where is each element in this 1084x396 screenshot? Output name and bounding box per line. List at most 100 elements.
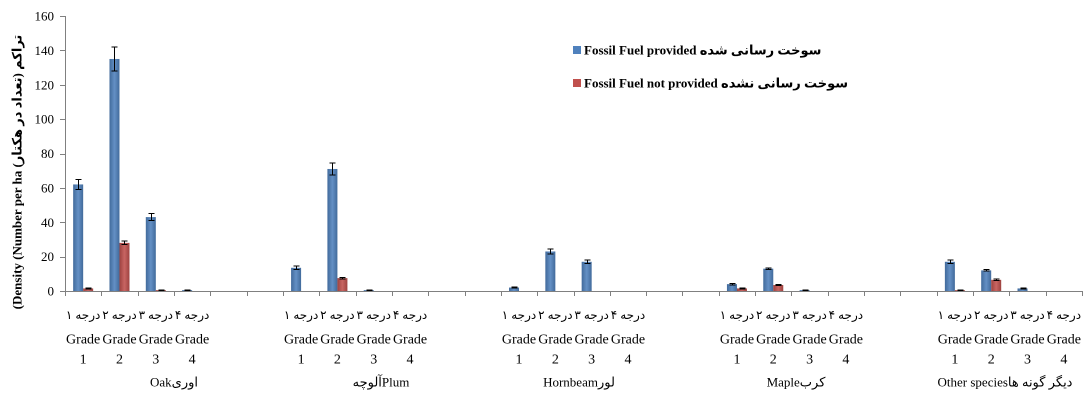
category-label-number: 1: [80, 353, 87, 368]
category-label-persian: درجه ۳: [357, 308, 391, 323]
error-bar-series-2-group-4-grade-1: [739, 287, 746, 290]
bar-series-2-group-1-grade-2: [119, 242, 130, 291]
bars: [73, 58, 1028, 291]
category-label-grade: Grade: [538, 333, 572, 348]
y-tick-label: 100: [35, 112, 55, 127]
y-tick-label: 0: [48, 284, 55, 299]
category-label-persian: درجه ۱: [502, 308, 536, 323]
legend: Fossil Fuel provided سوخت رسانی شده Foss…: [573, 43, 848, 91]
bar-series-1-group-5-grade-1: [944, 261, 955, 291]
error-bar-series-1-group-2-grade-3: [366, 289, 373, 291]
category-label-grade: Grade: [502, 333, 536, 348]
error-bar-series-2-group-5-grade-2: [993, 278, 1000, 282]
bar-series-2-group-5-grade-2: [991, 279, 1002, 291]
bar-series-2-group-1-grade-1: [83, 288, 94, 291]
error-bars: [75, 46, 1027, 291]
category-label-persian: درجه ۳: [574, 308, 608, 323]
error-bar-series-1-group-1-grade-1: [75, 178, 82, 191]
error-bar-series-2-group-1-grade-3: [158, 289, 165, 291]
category-label-persian: درجه ۴: [393, 308, 427, 323]
category-label-grade: Grade: [1010, 333, 1044, 348]
group-label: Other speciesدیگر گونه ها: [938, 375, 1073, 391]
error-bar-series-1-group-4-grade-1: [729, 282, 736, 286]
category-label-persian: درجه ۳: [792, 308, 826, 323]
group-label: Oakاوری: [150, 375, 198, 391]
legend-swatch-fuel-not-provided: [573, 79, 581, 87]
category-label-number: 4: [1060, 353, 1067, 368]
category-label-number: 2: [770, 353, 777, 368]
category-label-grade: Grade: [1047, 333, 1081, 348]
category-label-persian: درجه ۲: [538, 308, 572, 323]
category-label-grade: Grade: [974, 333, 1008, 348]
category-label-grade: Grade: [393, 333, 427, 348]
y-tick-label: 20: [41, 249, 54, 264]
category-label-grade: Grade: [139, 333, 173, 348]
bar-series-2-group-2-grade-2: [337, 278, 348, 291]
bar-series-1-group-2-grade-1: [291, 267, 302, 291]
category-label-number: 4: [407, 353, 414, 368]
category-label-number: 3: [370, 353, 377, 368]
category-label-persian: درجه ۴: [829, 308, 863, 323]
error-bar-series-1-group-3-grade-1: [511, 286, 518, 289]
bar-series-1-group-1-grade-3: [145, 217, 156, 291]
category-label-persian: درجه ۲: [756, 308, 790, 323]
category-label-grade: Grade: [611, 333, 645, 348]
error-bar-series-2-group-2-grade-2: [339, 276, 346, 280]
error-bar-series-1-group-5-grade-2: [983, 269, 990, 272]
category-label-number: 1: [733, 353, 740, 368]
category-label-number: 2: [116, 353, 123, 368]
bar-series-1-group-3-grade-2: [545, 251, 556, 291]
category-label-persian: درجه ۳: [139, 308, 173, 323]
category-label-persian: درجه ۴: [611, 308, 645, 323]
bar-series-1-group-1-grade-1: [73, 184, 84, 291]
bar-series-1-group-5-grade-2: [981, 270, 992, 291]
error-bar-series-1-group-3-grade-3: [584, 259, 591, 264]
error-bar-series-2-group-1-grade-1: [85, 287, 92, 290]
category-label-number: 3: [1024, 353, 1031, 368]
error-bar-series-1-group-1-grade-2: [111, 46, 118, 72]
category-label-grade: Grade: [284, 333, 318, 348]
bar-series-1-group-3-grade-3: [581, 261, 592, 291]
category-label-grade: Grade: [320, 333, 354, 348]
error-bar-series-2-group-4-grade-2: [775, 283, 782, 286]
legend-label-fuel-provided: Fossil Fuel provided سوخت رسانی شده: [584, 43, 821, 58]
category-label-persian: درجه ۴: [1047, 308, 1081, 323]
category-label-persian: درجه ۲: [102, 308, 136, 323]
category-label-grade: Grade: [66, 333, 100, 348]
error-bar-series-1-group-2-grade-2: [329, 162, 336, 176]
error-bar-series-2-group-1-grade-2: [121, 240, 128, 246]
y-tick-label: 160: [35, 9, 55, 24]
y-tick-label: 120: [35, 77, 55, 92]
bar-series-1-group-4-grade-2: [763, 268, 774, 291]
bar-series-1-group-1-grade-2: [109, 58, 120, 291]
error-bar-series-2-group-5-grade-1: [957, 289, 964, 291]
bar-series-1-group-2-grade-2: [327, 168, 338, 291]
legend-swatch-fuel-provided: [573, 46, 581, 54]
category-label-persian: درجه ۲: [974, 308, 1008, 323]
x-axis: [65, 291, 1083, 296]
group-label: Hornbeamلور: [543, 375, 615, 391]
category-label-grade: Grade: [792, 333, 826, 348]
y-axis: 0 20 40 60 80 100 120 140 160: [35, 9, 66, 299]
category-label-grade: Grade: [175, 333, 209, 348]
bar-series-1-group-3-grade-1: [509, 287, 520, 291]
category-label-grade: Grade: [829, 333, 863, 348]
category-label-persian: درجه ۱: [938, 308, 972, 323]
category-label-number: 4: [842, 353, 849, 368]
bar-series-1-group-5-grade-3: [1017, 288, 1028, 291]
category-label-number: 3: [806, 353, 813, 368]
category-label-grade: Grade: [102, 333, 136, 348]
category-label-grade: Grade: [756, 333, 790, 348]
y-axis-label: (Density (Number per ha تراکم (تعداد در …: [10, 35, 25, 310]
y-tick-label: 60: [41, 180, 54, 195]
error-bar-series-1-group-1-grade-4: [184, 289, 191, 291]
error-bar-series-1-group-2-grade-1: [293, 265, 300, 271]
error-bar-series-1-group-5-grade-1: [947, 259, 954, 264]
bar-series-2-group-4-grade-2: [773, 284, 784, 291]
category-label-persian: درجه ۱: [284, 308, 318, 323]
y-tick-label: 80: [41, 146, 54, 161]
category-label-persian: درجه ۱: [720, 308, 754, 323]
y-tick-label: 40: [41, 215, 54, 230]
error-bar-series-1-group-3-grade-2: [547, 248, 554, 255]
